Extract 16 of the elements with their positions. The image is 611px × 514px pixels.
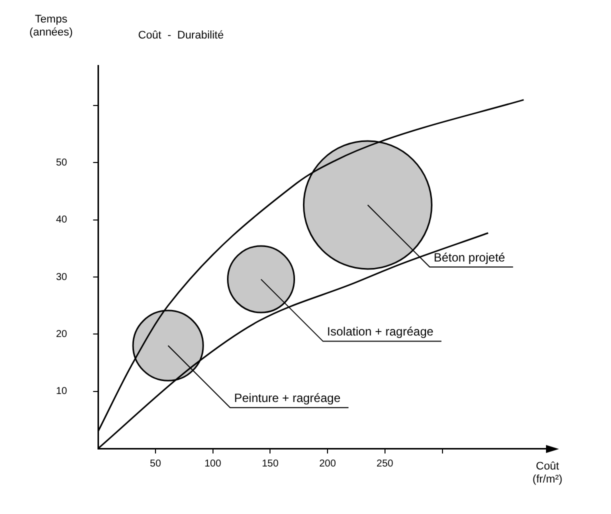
y-tick-label: 50 (56, 157, 68, 168)
x-tick-label: 250 (376, 458, 394, 470)
annotation: Béton projeté (434, 250, 506, 264)
x-tick-label: 50 (150, 458, 162, 470)
y-tick-label: 30 (56, 272, 68, 283)
y-tick-label: 20 (56, 328, 68, 340)
y-tick-label: 10 (56, 386, 68, 398)
y-axis-title: Temps (années) (29, 14, 73, 39)
y-tick-label: 40 (56, 214, 68, 226)
chart-title: Coût - Durabilité (138, 30, 224, 42)
x-axis-title: Coût (fr/m²) (532, 460, 562, 486)
x-tick-label: 200 (319, 458, 336, 470)
annotation: Isolation + ragréage (327, 324, 434, 339)
annotation: Peinture + ragréage (234, 390, 341, 405)
x-tick-label: 150 (262, 458, 279, 470)
x-tick-label: 100 (204, 458, 222, 470)
